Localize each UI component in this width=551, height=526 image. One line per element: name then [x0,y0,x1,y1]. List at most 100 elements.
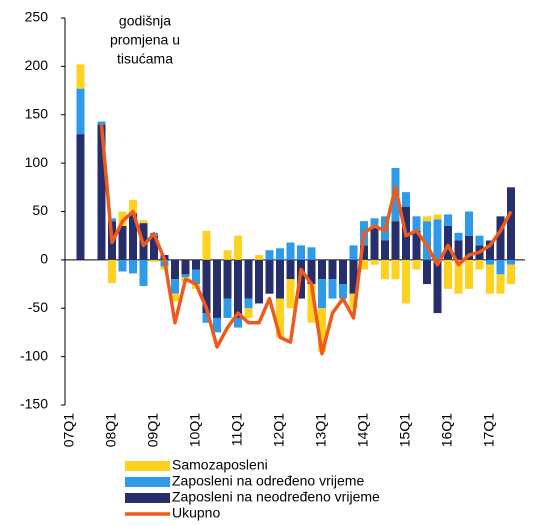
bar [360,259,368,270]
bar [118,211,127,227]
x-tick-label: 12Q1 [271,413,287,447]
bar [286,279,295,309]
bar [318,279,326,309]
bar [244,308,253,318]
bar [223,259,232,299]
bar [297,245,305,260]
bar [423,259,431,285]
legend-label: Samozaposleni [172,457,268,473]
bar [234,259,242,318]
bar [276,298,284,338]
bar [108,218,116,222]
bar [412,259,421,270]
line [99,124,513,356]
y-tick-label: -100 [20,347,48,363]
x-tick-label: 13Q1 [313,413,329,447]
annotation: promjena u [110,32,180,48]
bar [139,220,148,224]
bar [349,245,358,260]
bar [118,226,127,260]
bar [76,134,85,260]
bar [486,240,494,260]
x-tick-label: 11Q1 [229,413,245,446]
bar [286,259,295,280]
bar [423,221,431,260]
bar [97,124,106,260]
legend-label: Zaposleni na određeno vrijeme [172,473,364,489]
bar [234,317,242,328]
bar [370,218,379,227]
bar [139,259,148,286]
x-tick-label: 14Q1 [355,413,371,447]
bar [76,88,85,135]
bar [423,216,431,222]
bar [349,293,358,309]
bar [381,259,389,280]
x-tick-label: 16Q1 [439,413,455,447]
bar [234,235,242,260]
bar [433,214,442,220]
bar [444,259,452,289]
x-tick-label: 09Q1 [145,413,161,447]
bar [328,279,337,299]
bar [475,259,484,270]
bar [402,192,410,207]
bar [454,259,463,294]
bar [171,279,179,294]
bar [255,255,263,260]
bar [318,259,326,280]
x-tick-label: 15Q1 [397,413,413,447]
legend-label: Ukupno [172,505,220,521]
bar [213,259,221,318]
bar [181,274,190,278]
bar [454,232,463,241]
bar [192,259,200,270]
bar [339,284,347,299]
bar [255,259,263,304]
bar [507,264,515,285]
legend-swatch [125,493,170,503]
bar [444,214,452,227]
bar [486,264,494,294]
bar [265,250,274,260]
bar [118,259,127,272]
x-tick-label: 08Q1 [103,413,119,447]
annotation: godišnja [119,13,171,29]
bar [76,64,85,89]
bar [507,187,515,260]
bar [475,235,484,246]
bar [381,240,389,260]
bar [465,211,473,236]
y-tick-label: 0 [40,251,48,267]
bar [202,230,211,260]
y-tick-label: -150 [20,396,48,412]
bar [444,226,452,260]
bar [349,259,358,294]
bar [213,317,221,333]
bar [496,274,505,294]
bar [370,226,379,260]
bar [192,269,200,285]
bar [486,259,494,265]
legend-swatch [125,461,170,471]
bar [97,121,106,125]
bar [129,199,137,214]
y-tick-label: 200 [25,57,49,73]
bar [307,259,316,285]
bar [171,259,179,280]
annotation: tisućama [117,51,173,67]
y-tick-label: 50 [32,202,48,218]
bar [276,248,284,260]
bar [181,259,190,275]
bar [223,298,232,318]
bar [307,247,316,260]
bar [339,259,347,285]
x-tick-label: 10Q1 [187,413,203,447]
bar [129,213,137,260]
bar [412,230,421,260]
legend-label: Zaposleni na neodređeno vrijeme [172,489,380,505]
x-tick-label: 17Q1 [481,413,497,447]
bar [391,221,400,260]
bar [433,219,442,260]
